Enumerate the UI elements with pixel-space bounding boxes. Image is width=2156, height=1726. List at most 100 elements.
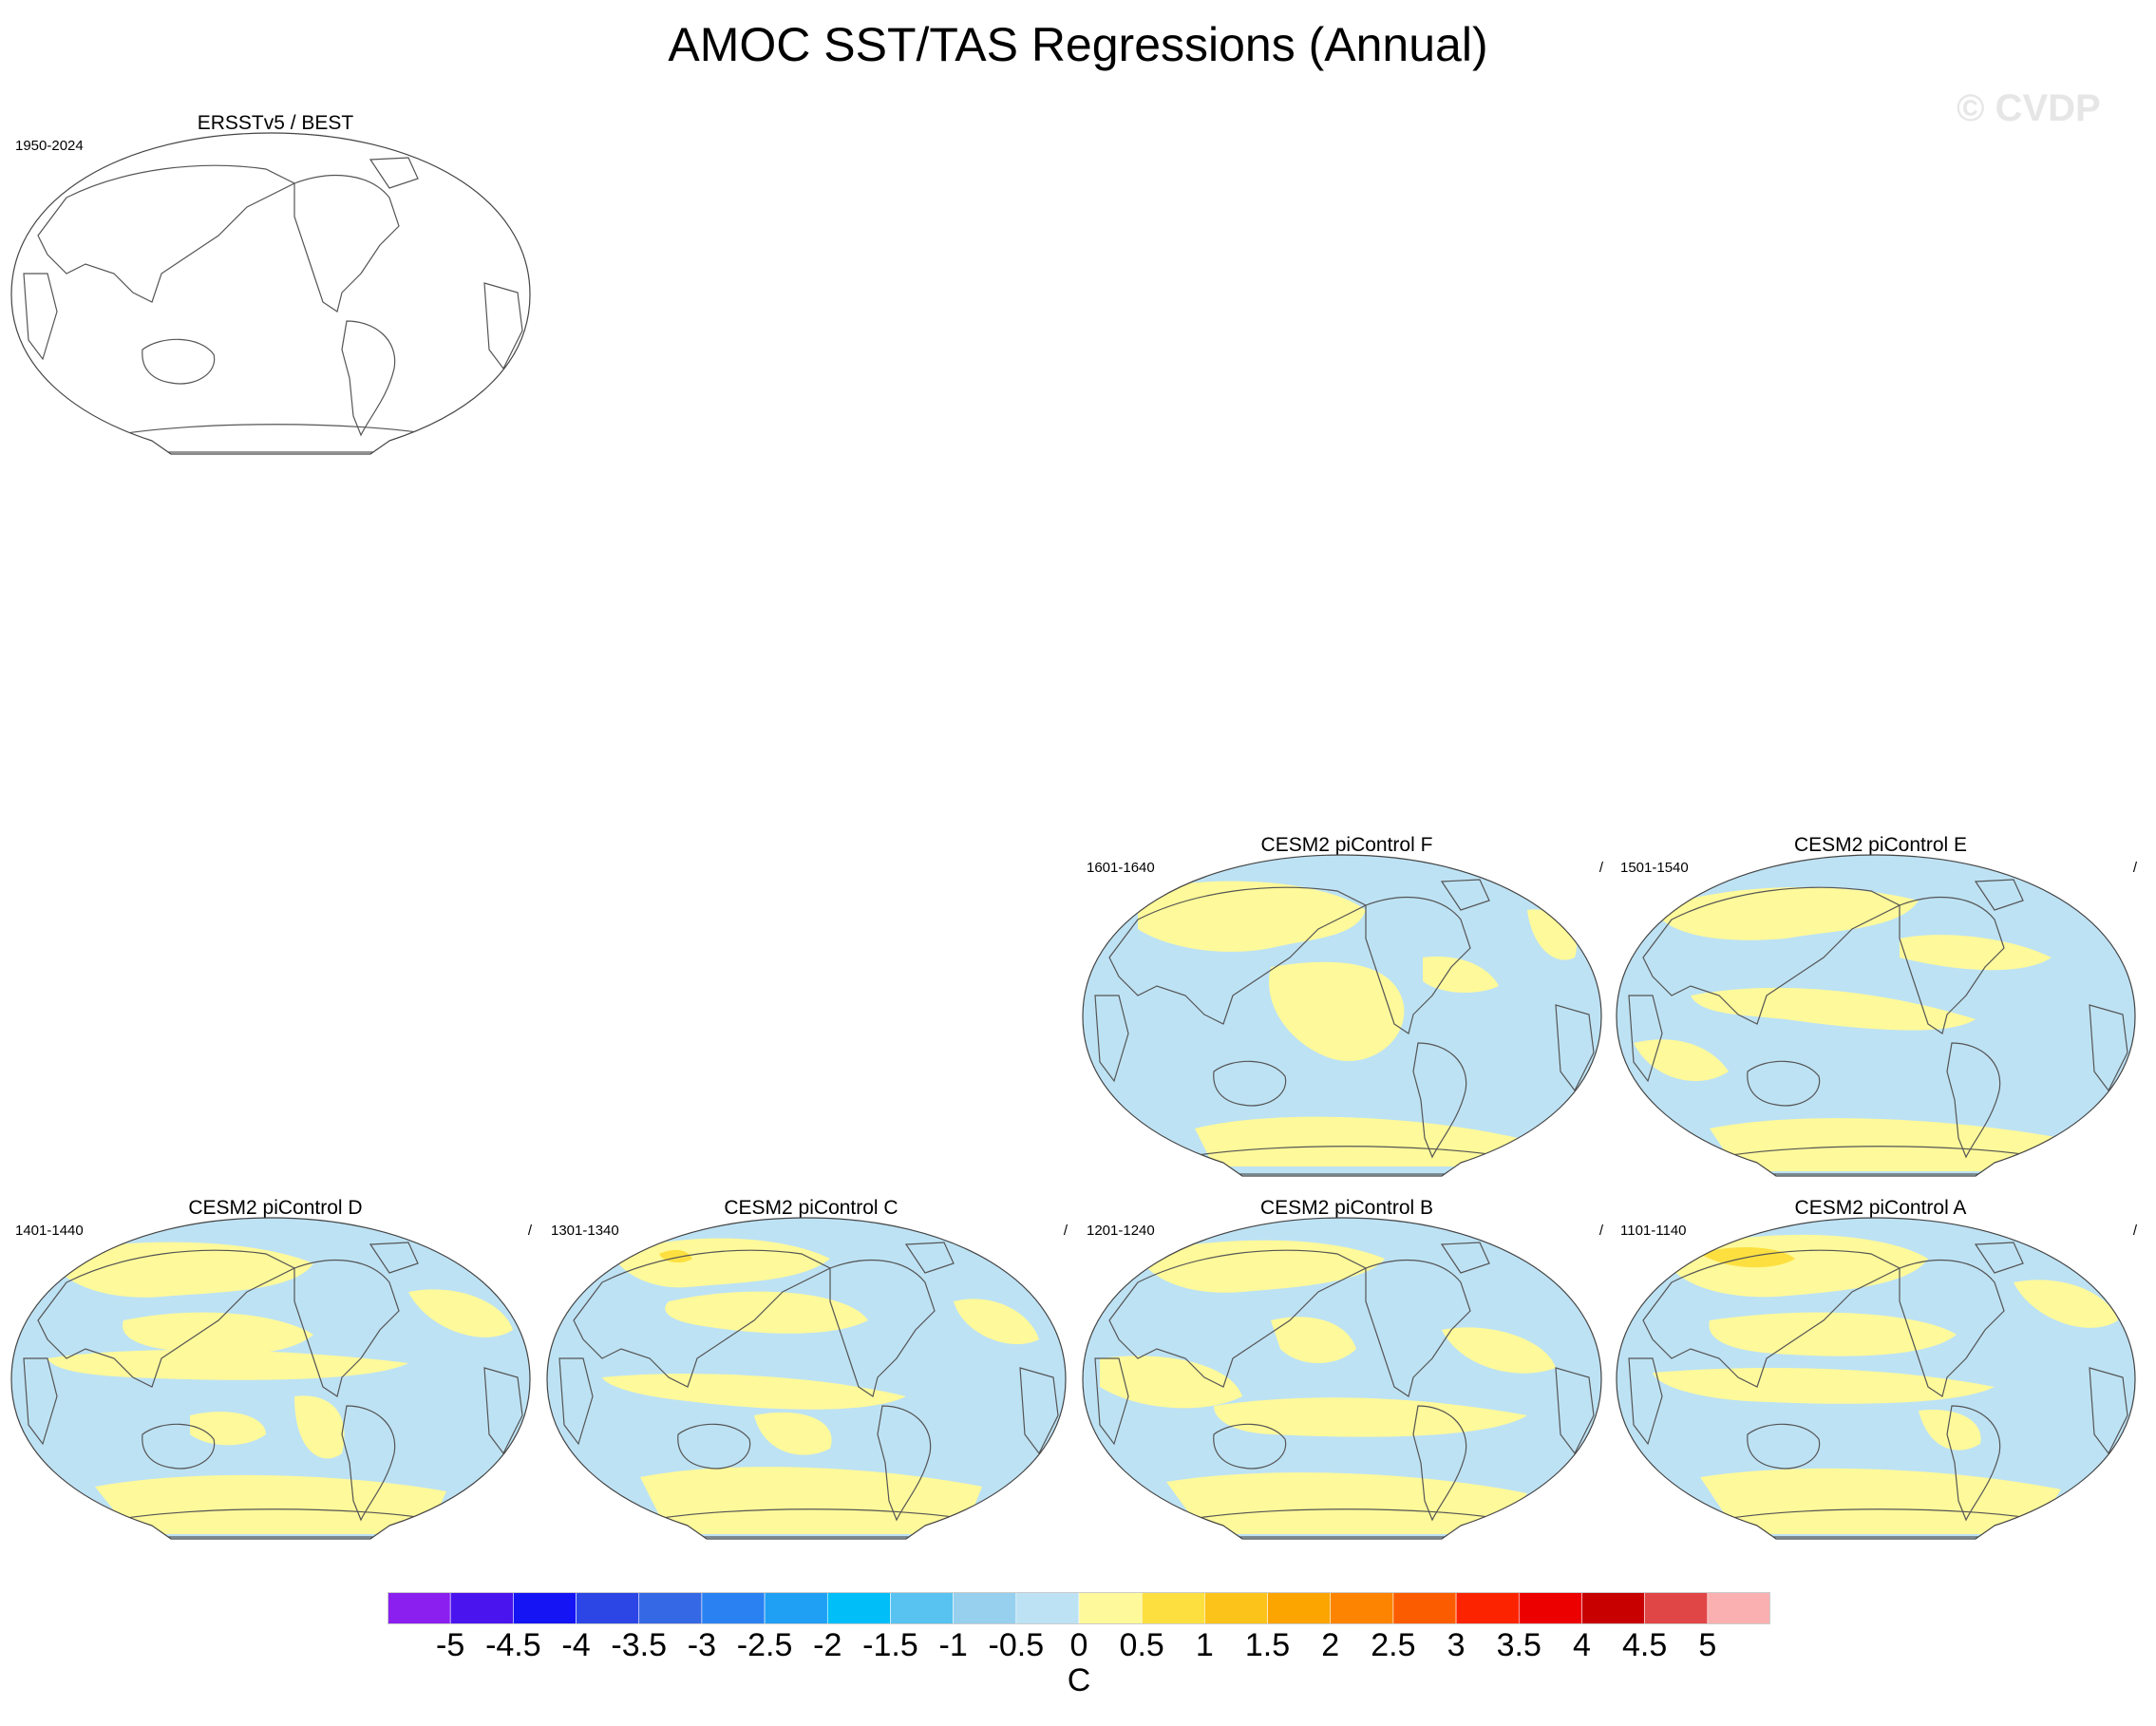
coastline <box>677 1423 751 1470</box>
panel-title: CESM2 piControl E <box>1793 834 1968 856</box>
map-fill-layer <box>547 1218 1066 1539</box>
map-svg <box>1616 854 2136 1177</box>
coastline <box>904 1242 955 1274</box>
map-fill-layer <box>1083 1218 1601 1539</box>
positive-anomaly-region <box>1919 1410 1981 1451</box>
map-fill-layer <box>11 1218 530 1539</box>
coastline <box>1094 1357 1129 1446</box>
positive-anomaly-region <box>1423 957 1499 993</box>
colorbar-tick-label: -1.5 <box>862 1627 918 1663</box>
coastline <box>142 338 216 385</box>
colorbar-swatch <box>890 1592 954 1625</box>
colorbar-swatch <box>764 1592 828 1625</box>
positive-anomaly-region <box>123 1312 313 1356</box>
colorbar-swatch <box>701 1592 766 1625</box>
colorbar-swatch <box>1518 1592 1582 1625</box>
positive-anomaly-region <box>1442 1327 1556 1374</box>
positive-anomaly-region <box>754 1412 832 1455</box>
coastline <box>2089 1367 2128 1455</box>
coastline <box>483 282 523 370</box>
panel-title: CESM2 piControl C <box>724 1197 898 1219</box>
positive-anomaly-region <box>1710 1118 2061 1171</box>
map-svg <box>546 1217 1067 1540</box>
colorbar-swatch <box>576 1592 640 1625</box>
map-fill-layer <box>11 133 530 454</box>
colorbar-tick-label: 1 <box>1195 1627 1214 1663</box>
coastline <box>558 1357 594 1446</box>
coastline <box>1642 886 1901 1025</box>
colorbar-swatch <box>449 1592 514 1625</box>
panel-slash: / <box>1598 1223 1603 1239</box>
map-panel-d: CESM2 piControl D 1401-1440 / <box>9 1197 541 1558</box>
colorbar-tick-label: -1 <box>938 1627 968 1663</box>
coastline <box>293 1259 400 1397</box>
colorbar-swatch <box>388 1592 451 1625</box>
coastline <box>1747 1060 1821 1107</box>
colorbar-swatch <box>1707 1592 1770 1625</box>
colorbar-frame <box>388 1592 1770 1624</box>
colorbar-tick-label: 3.5 <box>1496 1627 1541 1663</box>
panel-slash: / <box>527 1223 532 1239</box>
positive-anomaly-region <box>190 1412 266 1446</box>
positive-anomaly-region <box>1709 1312 1957 1356</box>
positive-anomaly-region <box>95 1474 446 1534</box>
colorbar-swatch <box>1330 1592 1394 1625</box>
coastline <box>1412 1042 1467 1159</box>
coastline <box>1747 1423 1821 1470</box>
coastline <box>1899 1259 2005 1397</box>
panel-slash: / <box>1598 860 1603 876</box>
colorbar-tick-label: 0.5 <box>1119 1627 1164 1663</box>
positive-anomaly-region <box>1138 1240 1385 1293</box>
colorbar-swatch <box>1204 1592 1268 1625</box>
coastline <box>1108 886 1368 1025</box>
colorbar-tick-label: -0.5 <box>988 1627 1045 1663</box>
map-panel-b: CESM2 piControl B 1201-1240 / <box>1081 1197 1613 1558</box>
colorbar-swatch <box>1455 1592 1520 1625</box>
coastline <box>1440 879 1490 911</box>
coastline <box>1946 1405 2001 1522</box>
panel-years: 1101-1140 <box>1620 1223 1687 1239</box>
colorbar-swatch <box>953 1592 1017 1625</box>
coastline <box>1213 1423 1287 1470</box>
map-panel-f: CESM2 piControl F 1601-1640 / <box>1081 834 1613 1195</box>
colorbar <box>388 1592 1770 1625</box>
colorbar-tick-label: -3.5 <box>611 1627 668 1663</box>
colorbar-tick-label: 4.5 <box>1621 1627 1668 1663</box>
map-border <box>1082 854 1602 1177</box>
panel-title: ERSSTv5 / BEST <box>197 112 354 134</box>
panel-slash: / <box>2132 860 2137 876</box>
positive-anomaly-region <box>1166 1472 1527 1534</box>
panel-slash: / <box>1063 1223 1068 1239</box>
colorbar-tick-label: -3 <box>687 1627 717 1663</box>
coastline <box>341 1405 396 1522</box>
coastline <box>1094 995 1129 1083</box>
positive-anomaly-region <box>294 1395 345 1459</box>
coastline <box>483 1367 523 1455</box>
colorbar-tick-label: -4 <box>561 1627 591 1663</box>
coastline <box>369 1242 419 1274</box>
coastline <box>1899 896 2005 1034</box>
map-border <box>546 1217 1067 1540</box>
colorbar-tick-label: -5 <box>436 1627 465 1663</box>
colorbar-tick-label: 3 <box>1447 1627 1466 1663</box>
positive-anomaly-region <box>1271 1317 1356 1363</box>
positive-anomaly-region <box>2014 1280 2118 1328</box>
colorbar-swatch <box>1078 1592 1143 1625</box>
colorbar-swatch <box>1015 1592 1080 1625</box>
coastline <box>341 320 396 437</box>
panel-slash: / <box>2132 1223 2137 1239</box>
map-border <box>10 132 531 455</box>
colorbar-unit: C <box>1067 1662 1091 1698</box>
positive-anomaly-region <box>1900 935 2052 971</box>
ocean-background <box>11 133 530 454</box>
panel-years: 1601-1640 <box>1087 860 1155 876</box>
panel-years: 1950-2024 <box>15 138 84 154</box>
coastline <box>1642 1249 1901 1388</box>
positive-anomaly-region <box>1691 987 1976 1031</box>
positive-anomaly-region <box>1214 1397 1527 1437</box>
map-panel-c: CESM2 piControl C 1301-1340 / <box>545 1197 1077 1558</box>
panel-years: 1201-1240 <box>1087 1223 1155 1239</box>
map-fill-layer <box>1617 855 2135 1176</box>
figure-title: AMOC SST/TAS Regressions (Annual) <box>668 18 1488 71</box>
coastline <box>369 157 419 189</box>
